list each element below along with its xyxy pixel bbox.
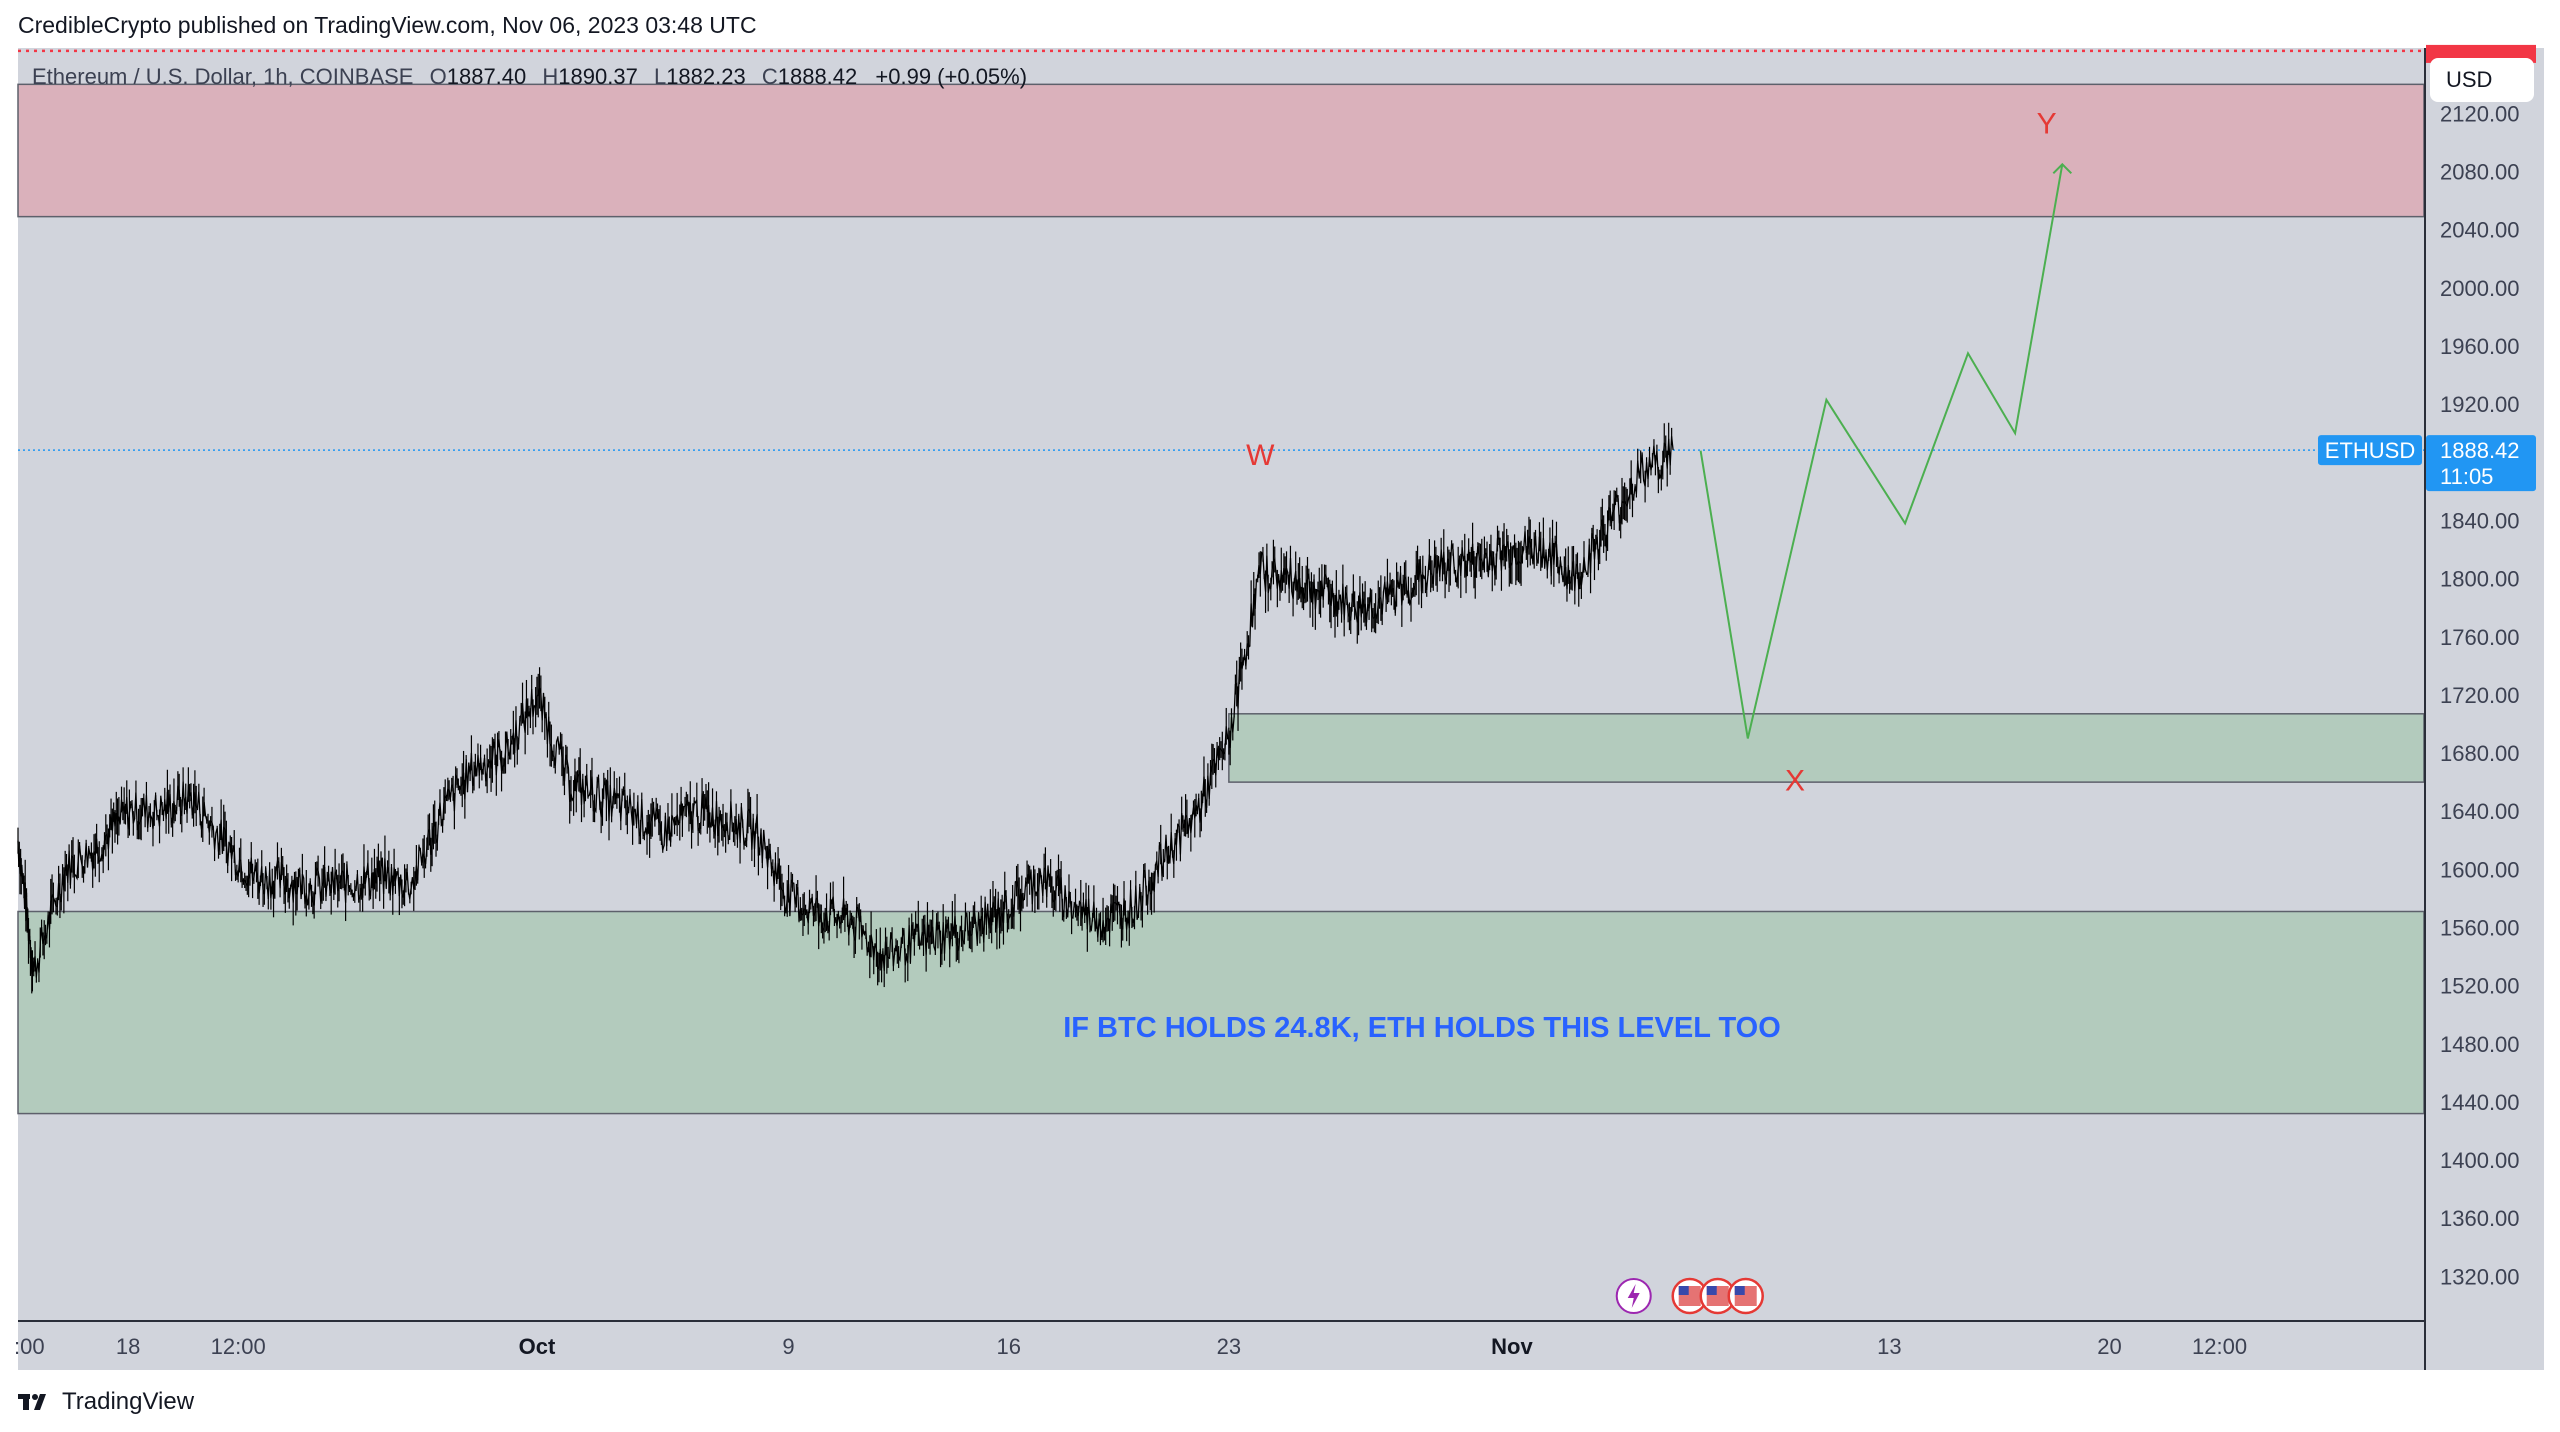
high-label: H: [542, 64, 559, 89]
symbol-title: Ethereum / U.S. Dollar, 1h, COINBASE: [32, 64, 414, 89]
support-annotation: IF BTC HOLDS 24.8K, ETH HOLDS THIS LEVEL…: [1063, 1012, 1781, 1044]
time-axis-border: [18, 1320, 2424, 1322]
change-value: +0.99 (+0.05%): [875, 64, 1028, 89]
low-value: 1882.23: [666, 64, 746, 89]
us-flag-canton-icon: [1734, 1286, 1745, 1295]
projection-arrowhead: [2052, 162, 2073, 175]
brand-label: TradingView: [62, 1388, 195, 1415]
price-line: [17, 436, 1674, 978]
low-label: L: [653, 64, 667, 89]
resistance-zone: [17, 83, 2425, 218]
support-zone: [17, 910, 2425, 1115]
us-flag-canton-icon: [1706, 1286, 1717, 1295]
projection-path: [1699, 164, 2064, 739]
support-zone: [1228, 713, 2425, 783]
tradingview-brand[interactable]: TradingView: [18, 1388, 194, 1416]
close-value: 1888.42: [777, 64, 858, 89]
close-label: C: [761, 64, 778, 89]
wave-label-w: W: [1246, 439, 1275, 472]
open-value: 1887.40: [446, 64, 527, 89]
economic-events-layer: [1615, 1277, 1764, 1315]
price-series-layer: [17, 422, 1674, 994]
chart-pane[interactable]: [18, 48, 2542, 1370]
zones-layer: [17, 83, 2425, 1115]
price-axis[interactable]: [2424, 48, 2544, 1370]
wave-label-x: X: [1785, 765, 1805, 798]
reference-lines-layer: [18, 49, 2542, 451]
symbol-legend[interactable]: Ethereum / U.S. Dollar, 1h, COINBASE O18…: [32, 64, 1027, 90]
wave-labels-layer: W X Y: [1246, 108, 2056, 798]
projection-layer: [1699, 162, 2073, 739]
lightning-bolt-icon: [1627, 1284, 1640, 1308]
tradingview-logo-icon: [18, 1394, 46, 1410]
publisher-caption: CredibleCrypto published on TradingView.…: [18, 12, 757, 38]
open-label: O: [429, 64, 447, 89]
currency-button[interactable]: USD: [2430, 58, 2534, 102]
us-flag-canton-icon: [1678, 1286, 1689, 1295]
wave-label-y: Y: [2037, 108, 2057, 141]
high-value: 1890.37: [558, 64, 638, 89]
